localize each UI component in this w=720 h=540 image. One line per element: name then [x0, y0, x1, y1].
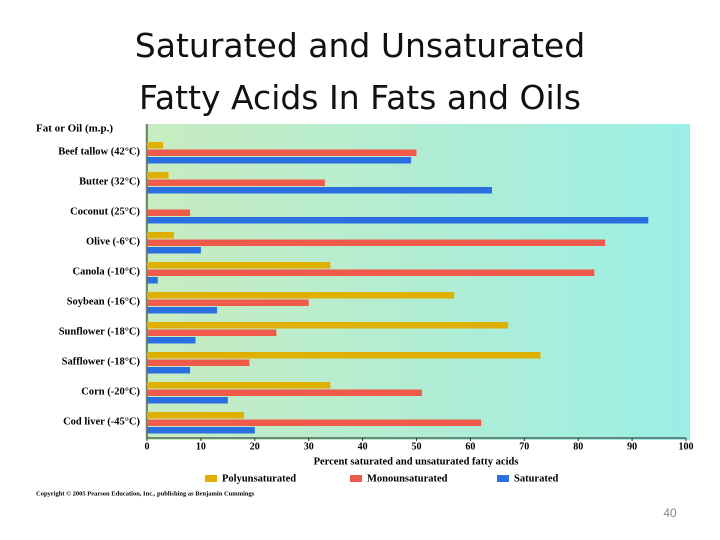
y-tick-label: Butter (32°C) — [79, 176, 140, 187]
bar — [147, 277, 158, 284]
y-tick-label: Coconut (25°C) — [70, 206, 140, 217]
x-tick-label: 80 — [573, 441, 583, 452]
bar — [147, 262, 331, 269]
legend-label: Polyunsaturated — [222, 473, 296, 484]
legend-swatch — [497, 475, 509, 482]
bar — [147, 427, 255, 434]
bar — [147, 367, 191, 374]
x-tick-label: 50 — [412, 441, 422, 452]
legend-label: Monounsaturated — [367, 473, 448, 484]
bar — [147, 209, 191, 216]
y-tick-label: Sunflower (-18°C) — [59, 326, 141, 337]
bar — [147, 179, 325, 186]
bar — [147, 157, 412, 164]
bar — [147, 172, 169, 179]
y-tick-label: Corn (-20°C) — [81, 386, 140, 397]
bar — [147, 299, 309, 306]
legend-swatch — [350, 475, 362, 482]
y-tick-label: Soybean (-16°C) — [67, 296, 141, 307]
x-axis-label: Percent saturated and unsaturated fatty … — [314, 456, 519, 467]
x-tick-label: 40 — [358, 441, 368, 452]
y-tick-label: Safflower (-18°C) — [62, 356, 141, 367]
bar — [147, 232, 174, 239]
legend-label: Saturated — [514, 473, 558, 484]
legend-swatch — [205, 475, 217, 482]
x-tick-label: 0 — [145, 441, 150, 452]
page-number: 40 — [663, 506, 677, 520]
x-tick-label: 10 — [196, 441, 206, 452]
bar — [147, 329, 277, 336]
y-tick-label: Beef tallow (42°C) — [58, 146, 140, 157]
source: Copyright © 2005 Pearson Education, Inc.… — [36, 490, 255, 497]
bar — [147, 149, 417, 156]
y-tick-label: Olive (-6°C) — [86, 236, 141, 247]
bar — [147, 419, 482, 426]
y-tick-label: Canola (-10°C) — [73, 266, 141, 277]
bar — [147, 322, 509, 329]
bar — [147, 247, 201, 254]
y-tick-label: Cod liver (-45°C) — [63, 416, 140, 427]
x-tick-label: 60 — [465, 441, 475, 452]
slide-title: Saturated and Unsaturated Fatty Acids In… — [134, 26, 586, 117]
bar — [147, 359, 250, 366]
bar — [147, 269, 595, 276]
header: Fat or Oil (m.p.) — [36, 123, 113, 135]
x-tick-label: 30 — [304, 441, 314, 452]
bar — [147, 337, 196, 344]
x-tick-label: 90 — [627, 441, 637, 452]
bar — [147, 412, 245, 419]
bar — [147, 307, 218, 314]
bar — [147, 142, 164, 149]
bar — [147, 397, 228, 404]
bar — [147, 187, 492, 194]
x-tick-label: 100 — [679, 441, 694, 452]
bar — [147, 292, 455, 299]
bar — [147, 239, 606, 246]
bar — [147, 389, 422, 396]
bar — [147, 217, 649, 224]
x-tick-label: 70 — [519, 441, 529, 452]
x-tick-label: 20 — [250, 441, 260, 452]
bar — [147, 352, 541, 359]
bar — [147, 382, 331, 389]
